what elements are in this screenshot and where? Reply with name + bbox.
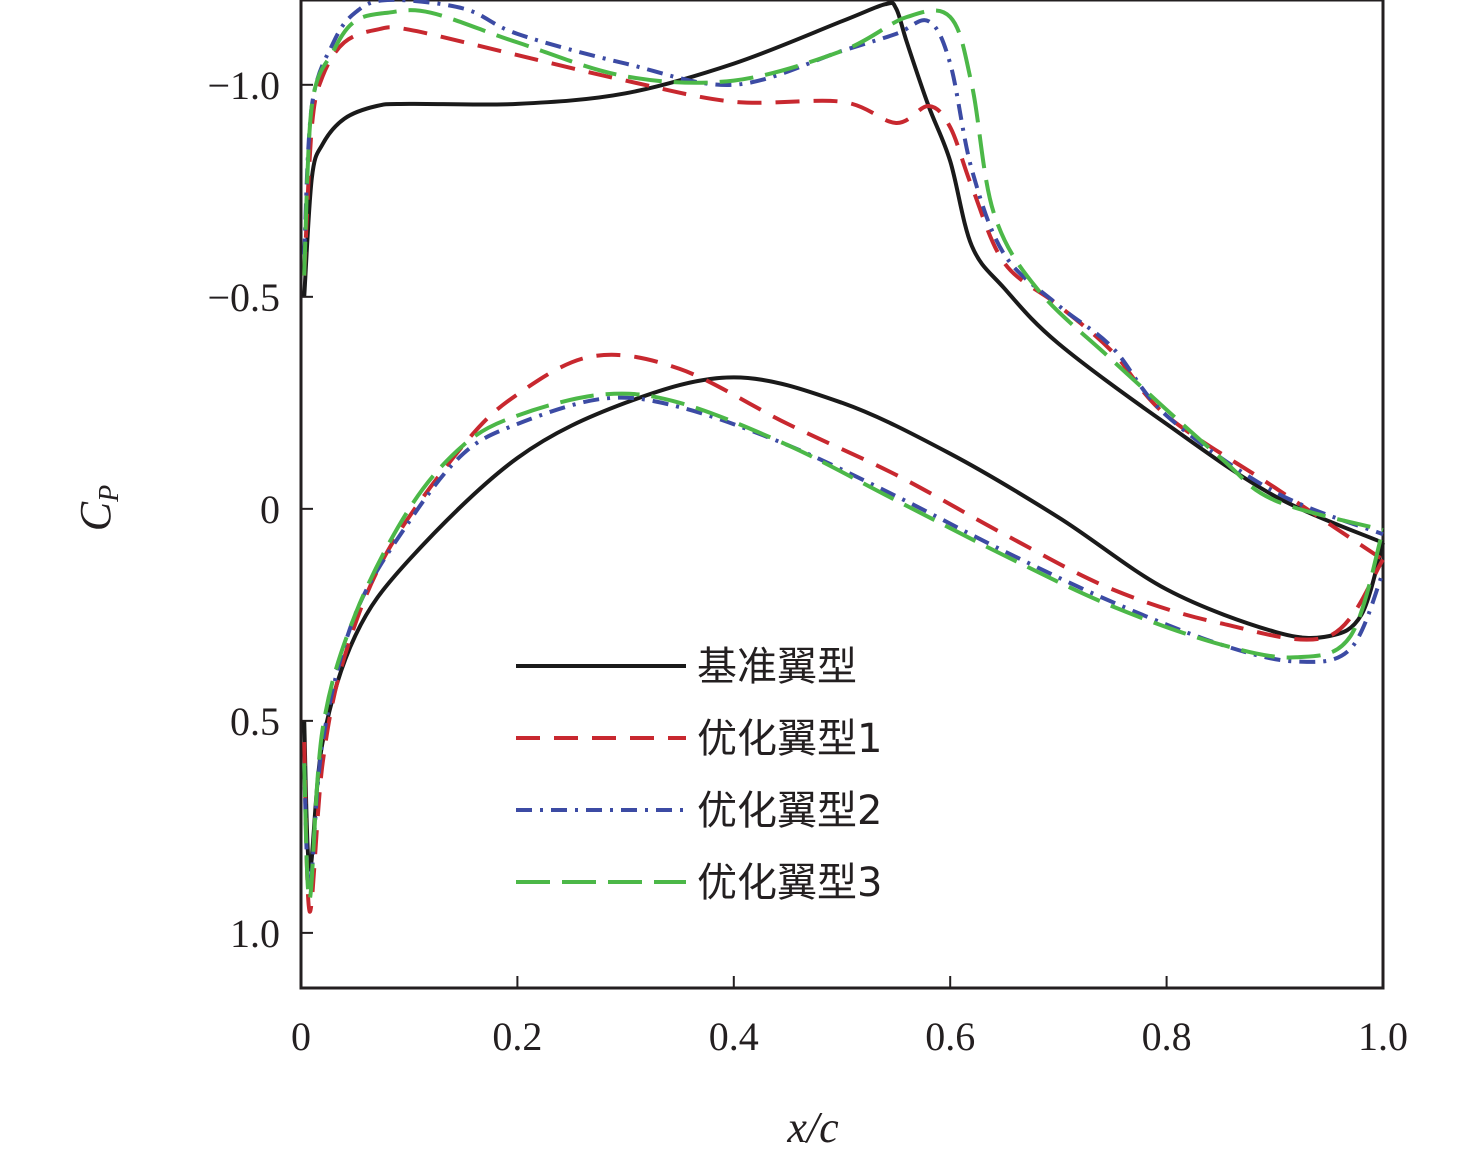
y-axis: −1.0 −0.5 0 0.5 1.0 — [207, 63, 313, 956]
y-tick-label: −0.5 — [207, 275, 280, 320]
series-4-upper-surface-line — [302, 8, 1384, 532]
y-tick-label: 0 — [260, 487, 280, 532]
legend-label-4: 优化翼型3 — [697, 860, 882, 906]
y-axis-title-subscript: P — [94, 485, 125, 503]
x-tick-label: 0.4 — [709, 1014, 759, 1059]
x-tick-label: 0.8 — [1142, 1014, 1192, 1059]
legend-label-3: 优化翼型2 — [697, 788, 882, 834]
series-2-upper-surface-line — [302, 25, 1385, 562]
svg-text:CP: CP — [71, 485, 125, 531]
legend-label-2: 优化翼型1 — [697, 716, 882, 762]
series-2-lower-surface-line — [302, 352, 1385, 914]
legend-label-1: 基准翼型 — [697, 644, 857, 690]
y-axis-title-main: C — [71, 501, 120, 531]
y-axis-title: CP — [71, 485, 125, 531]
series-4-lower-surface-line — [302, 391, 1385, 902]
x-axis-title: x/c — [786, 1103, 839, 1152]
y-tick-label: −1.0 — [207, 63, 280, 108]
y-tick-label: 0.5 — [230, 699, 280, 744]
x-tick-label: 0.2 — [492, 1014, 542, 1059]
plot-frame — [299, 0, 1385, 990]
x-tick-label: 0 — [291, 1014, 311, 1059]
series-1-upper-surface-line — [302, 0, 1384, 545]
series-layer — [302, 0, 1385, 914]
series-3-upper-surface-line — [302, 0, 1384, 537]
series-2 — [302, 25, 1385, 914]
series-4 — [302, 8, 1385, 902]
x-tick-label: 0.6 — [925, 1014, 975, 1059]
y-tick-label: 1.0 — [230, 911, 280, 956]
x-tick-label: 1.0 — [1358, 1014, 1408, 1059]
plot-area — [299, 0, 1385, 990]
x-axis: 0 0.2 0.4 0.6 0.8 1.0 — [291, 976, 1408, 1059]
